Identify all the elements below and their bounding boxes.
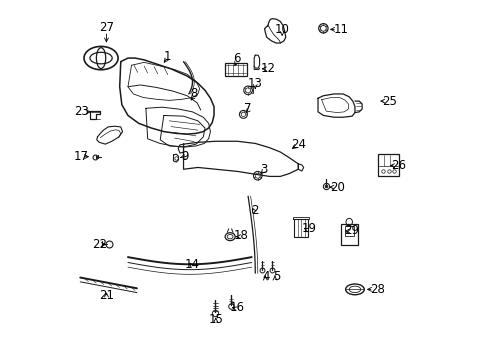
Text: 16: 16 <box>229 301 244 314</box>
Text: 2: 2 <box>251 204 259 217</box>
Text: 19: 19 <box>301 222 316 235</box>
Bar <box>377 154 398 176</box>
Text: 20: 20 <box>329 181 345 194</box>
Text: 12: 12 <box>260 62 275 75</box>
Text: 26: 26 <box>390 159 406 172</box>
Bar <box>224 63 246 76</box>
Text: 18: 18 <box>233 229 248 242</box>
Bar <box>340 224 357 244</box>
Text: 28: 28 <box>369 283 384 296</box>
Bar <box>293 220 308 237</box>
Text: 4: 4 <box>262 270 269 283</box>
Text: 1: 1 <box>163 50 171 63</box>
Text: 22: 22 <box>92 238 106 251</box>
Text: 14: 14 <box>184 258 200 271</box>
Text: 11: 11 <box>333 23 348 36</box>
Text: 24: 24 <box>290 138 305 150</box>
Text: 13: 13 <box>247 77 262 90</box>
Text: 27: 27 <box>99 21 114 34</box>
Text: 17: 17 <box>74 150 89 163</box>
Text: 9: 9 <box>181 150 189 163</box>
Text: 6: 6 <box>233 51 241 64</box>
Text: 21: 21 <box>99 289 114 302</box>
Text: 25: 25 <box>382 95 396 108</box>
Text: 29: 29 <box>344 224 359 237</box>
Text: 15: 15 <box>208 313 223 327</box>
Text: 5: 5 <box>272 270 280 283</box>
Bar <box>344 226 353 235</box>
Text: 8: 8 <box>190 87 198 100</box>
Text: 7: 7 <box>244 102 251 115</box>
Text: 23: 23 <box>74 105 89 118</box>
Text: 3: 3 <box>260 163 267 176</box>
Text: 10: 10 <box>274 23 289 36</box>
